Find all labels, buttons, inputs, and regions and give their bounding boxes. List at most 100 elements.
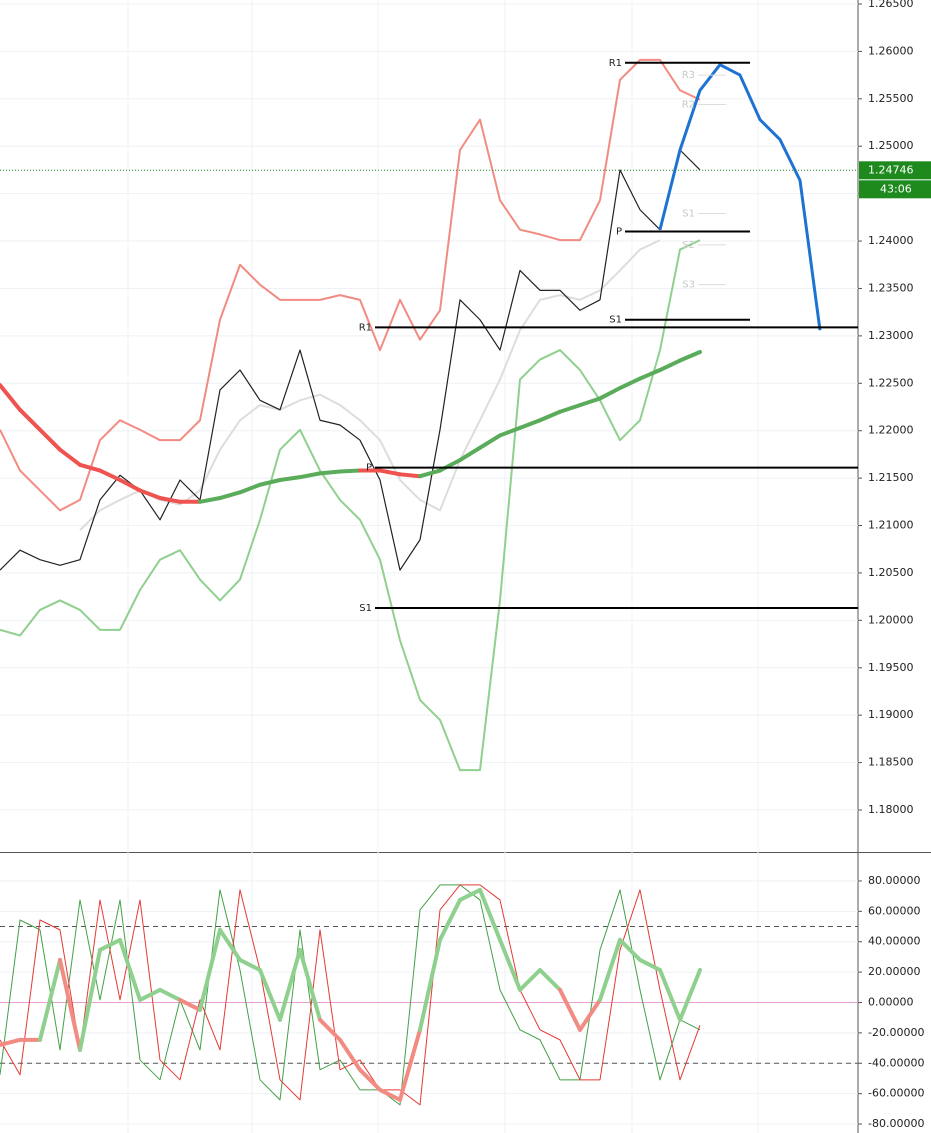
series-segment xyxy=(598,937,622,1002)
pivot-label: S1 xyxy=(609,315,622,326)
series-segment xyxy=(0,1037,22,1047)
y-tick-label: 1.23000 xyxy=(868,329,914,342)
series-segment xyxy=(618,937,642,962)
y-tick-label: 1.26000 xyxy=(868,44,914,57)
y-tick-label: 1.19500 xyxy=(868,661,914,674)
pivot-label: S1 xyxy=(359,603,372,614)
y-tick-label: 40.00000 xyxy=(868,935,921,948)
y-tick-label: 80.00000 xyxy=(868,874,921,887)
series-line xyxy=(0,884,701,1106)
series-line xyxy=(0,239,701,772)
series-segment xyxy=(658,967,682,1022)
series-segment xyxy=(338,1037,362,1072)
series-segment xyxy=(398,472,422,479)
series-segment xyxy=(118,937,142,1002)
series-segment xyxy=(0,383,22,412)
series-segment xyxy=(578,997,602,1032)
series-segment xyxy=(118,478,142,493)
y-tick-label: 0.00000 xyxy=(868,995,914,1008)
countdown-label: 43:06 xyxy=(880,182,912,195)
series-segment xyxy=(598,386,622,401)
y-tick-label: 1.21000 xyxy=(868,519,914,532)
series-segment xyxy=(318,1017,342,1042)
series-segment xyxy=(638,957,662,972)
series-segment xyxy=(418,468,442,479)
series-segment xyxy=(558,403,582,414)
series-segment xyxy=(218,927,242,962)
countdown-box xyxy=(859,180,931,199)
series-segment xyxy=(518,418,542,430)
series-segment xyxy=(578,396,602,408)
series-segment xyxy=(278,947,302,1022)
pivot-label: R1 xyxy=(609,58,622,69)
series-segment xyxy=(338,468,362,474)
series-segment xyxy=(18,407,42,432)
y-tick-label: 1.26500 xyxy=(868,0,914,10)
y-tick-label: -20.00000 xyxy=(868,1026,924,1039)
series-segment xyxy=(538,409,562,423)
y-tick-label: 1.24000 xyxy=(868,234,914,247)
lines-layer xyxy=(0,58,858,1106)
series-segment xyxy=(158,496,182,504)
y-tick-label: 1.25000 xyxy=(868,139,914,152)
y-tick-label: 1.20500 xyxy=(868,566,914,579)
series-segment xyxy=(298,471,322,480)
series-segment xyxy=(138,488,162,501)
y-tick-label: 20.00000 xyxy=(868,965,921,978)
series-segment xyxy=(38,957,62,1042)
series-segment xyxy=(238,957,262,972)
series-line xyxy=(0,58,701,512)
series-segment xyxy=(98,937,122,952)
pivot-label: P xyxy=(366,463,372,474)
series-segment xyxy=(518,967,542,992)
series-segment xyxy=(438,897,462,942)
series-segment xyxy=(98,468,122,483)
series-segment xyxy=(158,987,182,1002)
y-tick-label: 1.22000 xyxy=(868,424,914,437)
grid-layer xyxy=(0,0,862,1133)
y-tick-label: 60.00000 xyxy=(868,904,921,917)
series-line xyxy=(0,884,701,1106)
last-price-box xyxy=(859,161,931,180)
y-tick-label: 1.20000 xyxy=(868,613,914,626)
series-segment xyxy=(198,496,222,504)
pivot-label: R1 xyxy=(359,322,372,333)
series-segment xyxy=(438,458,462,473)
y-tick-label: 1.19000 xyxy=(868,708,914,721)
series-segment xyxy=(78,947,102,1052)
y-tick-label: 1.22500 xyxy=(868,376,914,389)
y-tick-label: -60.00000 xyxy=(868,1087,924,1100)
series-segment xyxy=(258,478,282,487)
series-segment xyxy=(538,967,562,992)
y-tick-label: 1.23500 xyxy=(868,281,914,294)
series-segment xyxy=(498,937,522,992)
y-tick-label: -40.00000 xyxy=(868,1056,924,1069)
series-segment xyxy=(558,987,582,1032)
y-tick-label: 1.18500 xyxy=(868,756,914,769)
labels-layer: 1.265001.260001.255001.250001.245001.240… xyxy=(359,0,931,1130)
y-tick-label: -80.00000 xyxy=(868,1117,924,1130)
series-segment xyxy=(298,947,322,1022)
pivot-label: S3 xyxy=(682,280,695,291)
series-segment xyxy=(458,887,482,902)
last-price-label: 1.24746 xyxy=(868,163,914,176)
pivot-label: R3 xyxy=(682,70,695,81)
series-segment xyxy=(358,1067,382,1092)
series-segment xyxy=(38,427,62,452)
series-segment xyxy=(418,937,442,1032)
series-segment xyxy=(498,425,522,438)
pivot-label: P xyxy=(616,227,622,238)
series-segment xyxy=(258,967,282,1022)
pivot-label: S2 xyxy=(682,240,695,251)
series-segment xyxy=(658,358,682,373)
pivot-label: R2 xyxy=(682,99,695,110)
series-segment xyxy=(318,469,342,476)
y-tick-label: 1.21500 xyxy=(868,471,914,484)
series-segment xyxy=(78,462,102,473)
series-line xyxy=(79,239,661,531)
series-segment xyxy=(138,987,162,1002)
series-segment xyxy=(458,445,482,463)
series-segment xyxy=(478,887,502,942)
series-segment xyxy=(238,482,262,495)
